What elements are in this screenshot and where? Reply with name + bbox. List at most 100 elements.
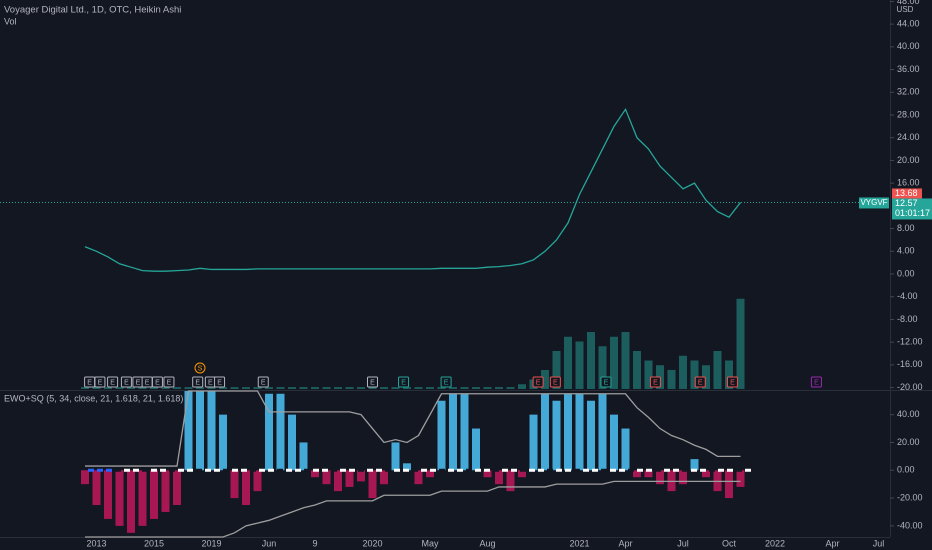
volume-bar: [575, 341, 584, 389]
squeeze-dot: [565, 468, 571, 472]
last-box: [892, 198, 932, 220]
volume-bar: [587, 332, 595, 389]
squeeze-dot: [592, 468, 598, 472]
volume-bar: [345, 387, 354, 389]
ewo-bar: [299, 442, 308, 471]
squeeze-dot: [610, 468, 616, 472]
y-tick-label: 48.00: [897, 0, 920, 6]
ewo-bar: [242, 470, 250, 506]
squeeze-dot: [727, 468, 733, 472]
currency-label: USD: [897, 5, 914, 14]
volume-bar: [667, 370, 676, 389]
volume-bar: [610, 336, 618, 389]
ewo-bar: [426, 470, 434, 478]
squeeze-dot: [142, 468, 148, 472]
squeeze-dot: [709, 468, 715, 472]
symbol-title: Voyager Digital Ltd., 1D, OTC, Heikin As…: [4, 5, 181, 16]
volume-bar: [426, 387, 434, 389]
y-tick-label: 0.00: [897, 268, 915, 278]
y-tick-label: 8.00: [897, 223, 915, 233]
squeeze-dot: [349, 468, 355, 472]
volume-bar: [334, 387, 342, 389]
upper-band: [85, 390, 741, 467]
squeeze-dot: [115, 468, 121, 472]
squeeze-dot: [88, 468, 94, 472]
y-tick-label: 24.00: [897, 132, 920, 142]
ewo-bar: [598, 393, 607, 471]
volume-bar: [311, 387, 319, 389]
high-label: 13.68: [895, 188, 918, 198]
y-tick-label: -12.00: [897, 337, 923, 347]
earnings-marker: [367, 376, 378, 388]
earnings-label: E: [653, 379, 658, 386]
earnings-label: E: [261, 379, 266, 386]
ewo-bar: [725, 470, 733, 499]
x-tick-label: May: [421, 538, 439, 548]
squeeze-dot: [448, 468, 454, 472]
ewo-bar: [196, 391, 204, 471]
ewo-bar: [138, 470, 147, 526]
ewo-bar: [506, 470, 515, 492]
squeeze-dot: [241, 468, 247, 472]
x-tick-label: Oct: [722, 538, 737, 548]
earnings-marker: [600, 376, 612, 388]
squeeze-dot: [547, 468, 553, 472]
squeeze-dot: [250, 468, 256, 472]
earnings-label: E: [698, 379, 703, 386]
ewo-bar: [265, 393, 273, 471]
y-tick-label: -20.00: [897, 492, 923, 502]
y-tick-label: 28.00: [897, 109, 920, 119]
volume-bar: [736, 298, 745, 389]
volume-bar: [184, 387, 193, 389]
squeeze-dot: [259, 468, 265, 472]
squeeze-dot: [520, 468, 526, 472]
squeeze-dot: [403, 468, 409, 472]
squeeze-dot: [286, 468, 292, 472]
volume-bar: [644, 360, 653, 389]
volume-bar: [288, 387, 296, 389]
squeeze-dot: [358, 468, 364, 472]
y-tick-label: 40.00: [897, 41, 920, 51]
x-tick-label: 9: [312, 538, 317, 548]
volume-bar: [173, 387, 181, 389]
ewo-bar: [483, 470, 492, 478]
ewo-bar: [621, 428, 630, 471]
volume-legend: Vol: [4, 16, 17, 26]
squeeze-dot: [475, 468, 481, 472]
squeeze-dot: [673, 468, 679, 472]
x-tick-label: Jul: [677, 538, 689, 548]
squeeze-dot: [313, 468, 319, 472]
y-tick-label: 20.00: [897, 437, 920, 447]
squeeze-dot: [169, 468, 175, 472]
x-tick-label: Jul: [873, 538, 885, 548]
squeeze-dot: [268, 468, 274, 472]
earnings-label: E: [217, 379, 222, 386]
x-tick-label: 2021: [569, 538, 589, 548]
lower-band: [85, 480, 741, 538]
countdown-label: 01:01:17: [895, 208, 930, 218]
squeeze-dot: [124, 468, 130, 472]
y-tick-label: 0.00: [897, 465, 915, 475]
earnings-marker: [214, 376, 226, 388]
squeeze-dot: [304, 468, 310, 472]
y-tick-label: 16.00: [897, 178, 920, 188]
squeeze-dot: [529, 468, 535, 472]
volume-bar: [219, 387, 227, 389]
squeeze-dot: [691, 468, 697, 472]
x-tick-label: Jun: [262, 538, 277, 548]
earnings-label: E: [536, 379, 541, 386]
x-tick-label: Aug: [479, 538, 495, 548]
squeeze-dot: [178, 468, 184, 472]
squeeze-dot: [331, 468, 337, 472]
ewo-bar: [380, 470, 388, 485]
ewo-bar: [288, 414, 296, 471]
squeeze-dot: [187, 468, 193, 472]
earnings-label: E: [814, 379, 819, 386]
y-tick-label: -8.00: [897, 314, 918, 324]
volume-bar: [518, 384, 526, 389]
squeeze-dot: [439, 468, 445, 472]
ewo-bar: [207, 391, 216, 471]
volume-bar: [506, 387, 515, 389]
ewo-bar: [150, 470, 158, 519]
